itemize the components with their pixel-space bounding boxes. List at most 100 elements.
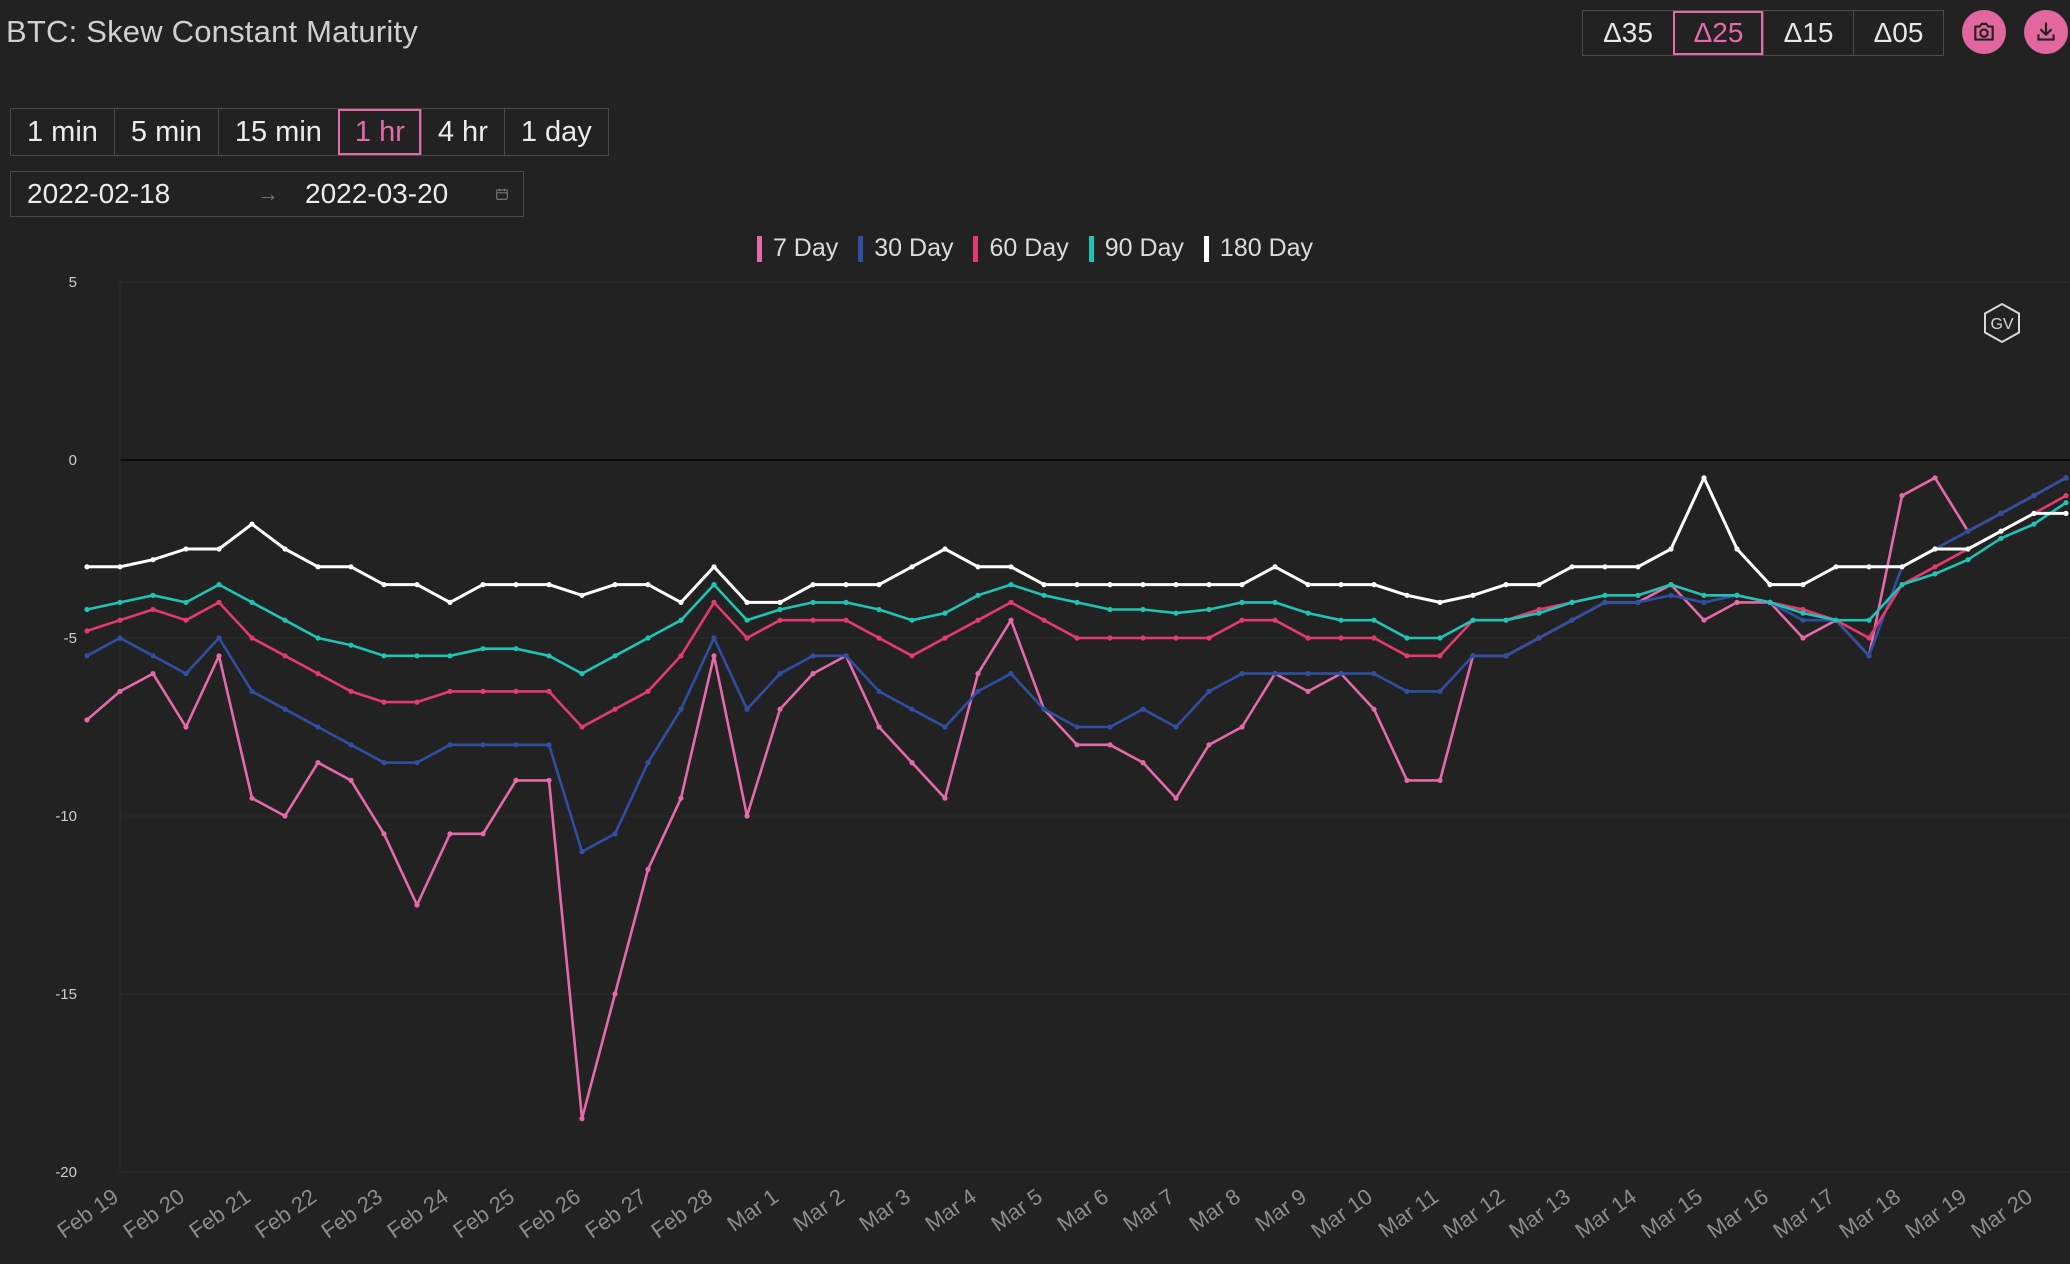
res-15min-button[interactable]: 15 min [217,109,338,155]
page-title: BTC: Skew Constant Maturity [6,14,418,49]
x-tick-label: Mar 2 [788,1184,848,1237]
series-line-30-day[interactable] [86,476,2067,853]
x-tick-label: Mar 12 [1438,1184,1508,1244]
legend-swatch [1203,235,1209,262]
res-5min-button[interactable]: 5 min [113,109,218,155]
delta-05-button[interactable]: Δ05 [1853,11,1943,55]
end-date-input[interactable] [305,178,495,210]
data-point [480,831,486,837]
data-point [282,706,288,712]
data-point [645,760,651,766]
download-button[interactable] [2024,10,2068,54]
data-point [1173,724,1179,730]
x-tick-label: Mar 19 [1900,1184,1970,1244]
data-point [150,557,156,563]
data-point [942,795,948,801]
data-point [1074,724,1080,730]
res-1hr-button[interactable]: 1 hr [337,109,421,155]
calendar-icon[interactable] [495,181,509,207]
camera-icon [1974,22,1994,41]
data-point [810,582,816,588]
data-point [612,653,618,659]
series-line-90-day[interactable] [86,501,2067,675]
data-point [843,617,849,623]
delta-25-button[interactable]: Δ25 [1673,11,1763,55]
data-point [711,653,717,659]
legend-swatch [858,235,864,262]
x-tick-label: Mar 5 [986,1184,1046,1237]
data-point [1569,617,1575,623]
data-point [1767,582,1773,588]
data-point [480,646,486,652]
data-point [645,635,651,641]
start-date-input[interactable] [27,178,227,210]
data-point [975,688,981,695]
data-point [612,991,618,997]
res-1day-button[interactable]: 1 day [503,109,608,155]
data-point [1140,635,1146,641]
data-point [546,777,552,784]
data-point [2063,500,2069,506]
data-point [1008,671,1014,677]
data-point [1206,688,1212,695]
data-point [1800,617,1806,623]
data-point [447,688,453,695]
data-point [1206,606,1212,613]
legend-item-90day[interactable]: 90 Day [1088,234,1184,263]
data-point [1569,599,1575,606]
legend-item-60day[interactable]: 60 Day [973,234,1069,263]
legend-item-180day[interactable]: 180 Day [1203,234,1313,263]
res-4hr-button[interactable]: 4 hr [420,109,504,155]
data-point [1734,592,1740,598]
data-point [2063,510,2069,516]
series-line-60-day[interactable] [86,494,2067,729]
screenshot-button[interactable] [1962,10,2006,54]
data-point [348,688,354,695]
data-point [282,653,288,659]
data-point [579,592,585,598]
data-point [1140,760,1146,766]
data-point [1305,635,1311,641]
y-tick-label: -15 [55,986,77,1003]
delta-15-button[interactable]: Δ15 [1763,11,1853,55]
data-point [645,688,651,695]
delta-35-button[interactable]: Δ35 [1603,17,1653,48]
data-point [1701,599,1707,606]
data-point [183,724,189,730]
data-point [1305,671,1311,677]
data-point [777,617,783,623]
svg-text:GV: GV [1990,316,2013,333]
data-point [1371,582,1377,588]
data-point [909,653,915,659]
data-point [1272,671,1278,677]
x-tick-label: Mar 15 [1636,1184,1706,1244]
data-point [744,617,750,623]
data-point [249,795,255,801]
delta-selector: Δ35 Δ25 Δ15 Δ05 [1582,10,1944,56]
data-point [1206,582,1212,588]
legend-item-7day[interactable]: 7 Day [756,234,838,263]
x-tick-label: Feb 27 [580,1184,650,1244]
res-1min-button[interactable]: 1 min [27,115,98,148]
data-point [579,1116,585,1122]
legend-item-30day[interactable]: 30 Day [858,234,953,263]
data-point [1734,546,1740,552]
data-point [216,582,222,588]
data-point [282,617,288,623]
data-point [1371,617,1377,623]
x-tick-label: Feb 20 [118,1184,188,1244]
data-point [1536,582,1542,588]
data-point [447,742,453,748]
data-point [1173,635,1179,641]
data-point [249,635,255,641]
data-point [1932,571,1938,577]
series-line-7-day[interactable] [86,476,2067,1120]
data-point [1041,582,1047,588]
data-point [1701,475,1707,481]
data-point [84,653,90,659]
y-tick-label: 5 [69,274,77,291]
data-point [183,671,189,677]
data-point [1503,653,1509,659]
date-range-picker: → [10,171,524,217]
